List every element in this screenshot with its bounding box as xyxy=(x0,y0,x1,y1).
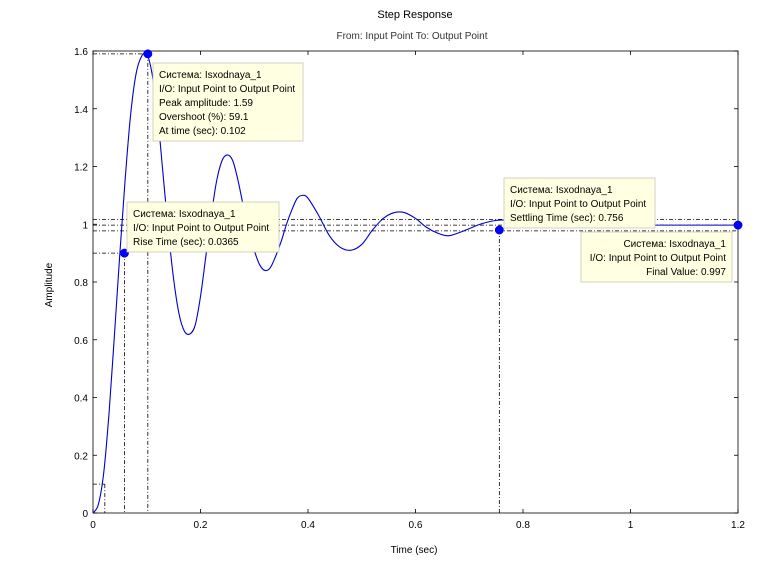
peak-datatip-line: Peak amplitude: 1.59 xyxy=(159,98,253,109)
rise-datatip-line: Rise Time (sec): 0.0365 xyxy=(133,237,239,248)
axis-ticks: 0 0.2 0.4 0.6 0.8 1 1.2 0 0.2 0.4 0.6 0.8 1 1.2 1.4 1.6 xyxy=(74,47,745,531)
settling-marker[interactable] xyxy=(494,225,504,235)
rise-datatip: Система: Isxodnaya_1 I/O: Input Point to … xyxy=(126,201,280,253)
final-marker[interactable] xyxy=(733,220,743,230)
settling-datatip: Система: Isxodnaya_1 I/O: Input Point to … xyxy=(503,177,656,229)
characteristic-markers[interactable] xyxy=(119,49,743,258)
settling-datatip-line: Система: Isxodnaya_1 xyxy=(510,185,613,196)
y-axis-label: Amplitude xyxy=(44,262,55,307)
y-tick-label: 1.2 xyxy=(74,163,88,174)
x-tick-label: 0.2 xyxy=(194,520,208,531)
y-tick-label: 1.6 xyxy=(74,47,88,58)
y-tick-label: 0 xyxy=(82,509,88,520)
settling-datatip-line: I/O: Input Point to Output Point xyxy=(510,199,646,210)
final-datatip-box xyxy=(580,231,733,283)
peak-marker[interactable] xyxy=(143,49,153,59)
datatip-annotations: Система: Isxodnaya_1 I/O: Input Point to … xyxy=(126,62,733,283)
chart-title: Step Response xyxy=(377,9,452,21)
y-tick-label: 0.6 xyxy=(74,336,88,347)
rise-datatip-line: I/O: Input Point to Output Point xyxy=(133,223,269,234)
settling-datatip-line: Settling Time (sec): 0.756 xyxy=(510,213,624,224)
rise-datatip-line: Система: Isxodnaya_1 xyxy=(133,209,236,220)
final-datatip-line: Система: Isxodnaya_1 xyxy=(623,239,726,250)
peak-datatip-line: I/O: Input Point to Output Point xyxy=(159,84,295,95)
x-tick-label: 0.6 xyxy=(409,520,423,531)
peak-datatip-box xyxy=(152,62,304,142)
x-tick-label: 0.8 xyxy=(516,520,530,531)
final-datatip-line: Final Value: 0.997 xyxy=(646,267,726,278)
y-tick-label: 0.2 xyxy=(74,451,88,462)
x-tick-label: 1.2 xyxy=(731,520,745,531)
y-tick-label: 1.4 xyxy=(74,105,88,116)
response-series xyxy=(92,52,738,514)
step-response-line xyxy=(92,52,738,514)
y-tick-label: 0.4 xyxy=(74,394,88,405)
x-tick-label: 0.4 xyxy=(301,520,315,531)
final-datatip: Система: Isxodnaya_1 I/O: Input Point to … xyxy=(580,231,733,283)
y-tick-label: 1 xyxy=(82,220,88,231)
x-tick-label: 1 xyxy=(628,520,634,531)
peak-datatip-line: Overshoot (%): 59.1 xyxy=(159,112,249,123)
x-axis-label: Time (sec) xyxy=(391,545,438,556)
y-tick-label: 0.8 xyxy=(74,278,88,289)
rise-datatip-box xyxy=(126,201,280,253)
rise-marker[interactable] xyxy=(119,248,129,258)
final-datatip-line: I/O: Input Point to Output Point xyxy=(590,253,726,264)
settling-datatip-box xyxy=(503,177,656,229)
chart-subtitle: From: Input Point To: Output Point xyxy=(336,31,487,42)
peak-datatip: Система: Isxodnaya_1 I/O: Input Point to … xyxy=(152,62,304,142)
peak-datatip-line: At time (sec): 0.102 xyxy=(159,126,246,137)
x-tick-label: 0 xyxy=(90,520,96,531)
peak-datatip-line: Система: Isxodnaya_1 xyxy=(159,70,262,81)
